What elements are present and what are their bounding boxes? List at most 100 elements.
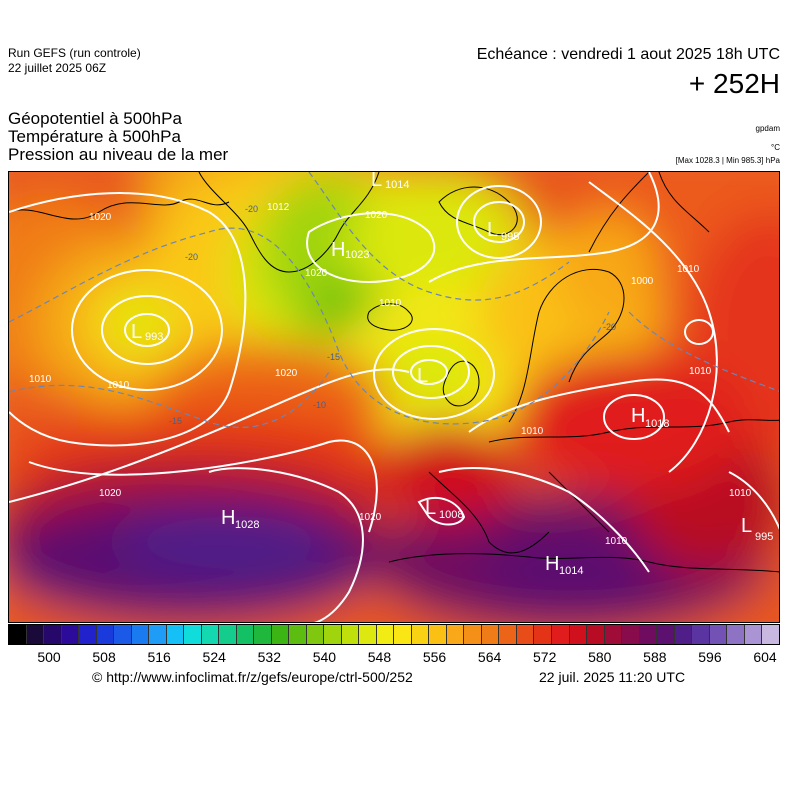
colorbar-swatch: [762, 625, 779, 644]
colorbar-tick-label: 548: [367, 649, 392, 665]
pressure-center-letter: L: [417, 365, 428, 387]
pressure-center-value: 1014: [385, 179, 409, 191]
colorbar-swatch: [534, 625, 552, 644]
colorbar-tick-label: 524: [202, 649, 226, 665]
isotherms: [9, 172, 779, 428]
isotherm-label: -20: [603, 322, 616, 332]
isobar-label: 1010: [729, 488, 752, 499]
colorbar-swatch: [9, 625, 27, 644]
colorbar-tick-label: 540: [312, 649, 337, 665]
colorbar-swatch: [114, 625, 132, 644]
generation-time: 22 juil. 2025 11:20 UTC: [539, 669, 686, 685]
colorbar-swatch: [499, 625, 517, 644]
isotherm-label: -20: [245, 204, 258, 214]
colorbar-swatch: [149, 625, 167, 644]
colorbar-swatch: [166, 625, 185, 644]
colorbar-swatch: [341, 625, 360, 644]
colorbar-swatch: [604, 625, 623, 644]
pressure-center-letter: L: [425, 497, 436, 519]
weather-map: L 993 H 1023 L 1014 L 995 L H 1018: [8, 171, 780, 623]
parameter-pressure: Pression au niveau de la mer: [8, 145, 229, 164]
isobar-label: 1012: [267, 202, 290, 213]
colorbar-tick-label: 564: [477, 649, 502, 665]
colorbar-swatch: [61, 625, 80, 644]
colorbar-tick-label: 580: [588, 649, 612, 665]
colorbar: [8, 624, 780, 645]
colorbar-swatch: [639, 625, 658, 644]
colorbar-swatch: [587, 625, 605, 644]
isobar-label: 1010: [689, 366, 712, 377]
isobar-label: 1020: [99, 488, 122, 499]
pressure-center: H 1018: [631, 405, 669, 430]
colorbar-swatch: [306, 625, 325, 644]
colorbar-swatch: [131, 625, 150, 644]
unit-geopotential: gpdam: [755, 124, 780, 133]
colorbar-tick-label: 588: [643, 649, 667, 665]
colorbar-swatch: [657, 625, 675, 644]
colorbar-swatch: [744, 625, 763, 644]
pressure-center-letter: H: [631, 405, 645, 427]
colorbar-tick-label: 596: [698, 649, 722, 665]
pressure-center: L 1014: [371, 172, 409, 191]
colorbar-swatch: [411, 625, 430, 644]
colorbar-swatch: [376, 625, 395, 644]
colorbar-swatch: [359, 625, 377, 644]
colorbar-swatch: [271, 625, 290, 644]
parameter-geopotential: Géopotentiel à 500hPa: [8, 109, 182, 128]
colorbar-swatch: [622, 625, 640, 644]
colorbar-swatch: [674, 625, 693, 644]
isotherm-label: -10: [313, 400, 326, 410]
colorbar-swatch: [219, 625, 237, 644]
pressure-center-value: 1008: [439, 509, 463, 521]
unit-pressure-range: [Max 1028.3 | Min 985.3] hPa: [675, 156, 780, 165]
pressure-center: L 1008: [425, 497, 463, 521]
pressure-center: L: [417, 365, 428, 387]
run-title: Run GEFS (run controle): [8, 46, 141, 60]
colorbar-swatch: [481, 625, 500, 644]
isobar-labels: 1020 1012 1020 1010 1020 1010 1010 1020 …: [29, 202, 752, 547]
colorbar-tick-label: 604: [753, 649, 777, 665]
isotherm-label: -15: [327, 352, 340, 362]
colorbar-swatch: [44, 625, 62, 644]
lead-time: + 252H: [688, 68, 780, 99]
colorbar-swatch: [551, 625, 570, 644]
pressure-center-letter: L: [487, 219, 498, 241]
isobar-label: 1020: [89, 212, 112, 223]
isobar-label: 1010: [379, 298, 402, 309]
isotherm-labels: -20 -20 -15 -10 -20 -15: [169, 204, 616, 426]
pressure-center-value: 1018: [645, 418, 669, 430]
colorbar-swatch: [26, 625, 45, 644]
pressure-center-value: 1014: [559, 565, 583, 577]
isotherm-label: -20: [185, 252, 198, 262]
colorbar-swatch: [201, 625, 220, 644]
colorbar-swatch: [692, 625, 710, 644]
pressure-center: L 995: [741, 515, 773, 543]
colorbar-swatch: [516, 625, 535, 644]
colorbar-swatch: [709, 625, 728, 644]
isobar-label: 1010: [107, 380, 130, 391]
isobar-label: 1010: [605, 536, 628, 547]
colorbar-tick-label: 572: [533, 649, 557, 665]
isotherm-label: -15: [169, 416, 182, 426]
colorbar-swatch: [446, 625, 465, 644]
isobar-label: 1020: [359, 512, 382, 523]
isobar-label: 1010: [521, 426, 544, 437]
pressure-center-value: 995: [501, 231, 519, 243]
isobar-label: 1020: [305, 268, 328, 279]
colorbar-swatch: [464, 625, 482, 644]
isobar-label: 1000: [631, 276, 654, 287]
pressure-center-letter: H: [545, 553, 559, 575]
pressure-center-value: 993: [145, 331, 163, 343]
parameter-temperature: Température à 500hPa: [8, 127, 181, 146]
colorbar-tick-label: 532: [257, 649, 281, 665]
colorbar-swatch: [569, 625, 588, 644]
colorbar-swatch: [324, 625, 342, 644]
colorbar-swatch: [236, 625, 255, 644]
geopotential-field: [9, 172, 779, 622]
pressure-center: H 1023: [331, 239, 369, 261]
colorbar-swatch: [254, 625, 272, 644]
valid-time: Echéance : vendredi 1 aout 2025 18h UTC: [476, 46, 780, 63]
colorbar-swatch: [429, 625, 447, 644]
isobars: [9, 172, 779, 622]
credit-url[interactable]: © http://www.infoclimat.fr/z/gefs/europe…: [92, 669, 413, 685]
